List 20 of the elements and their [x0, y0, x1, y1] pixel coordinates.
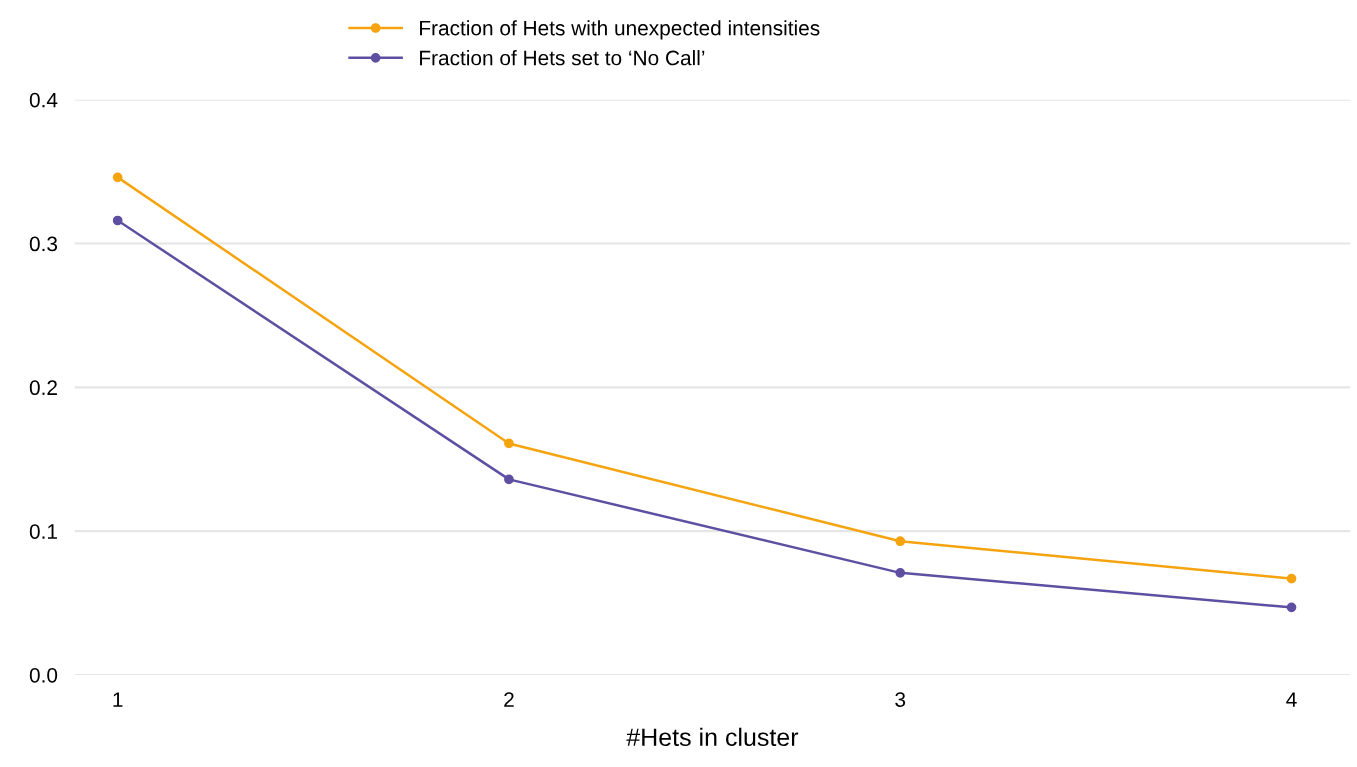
x-tick-label: 3 — [895, 692, 906, 707]
y-tick-label: 0.3 — [29, 236, 58, 252]
x-axis-title: #Hets in cluster — [626, 727, 799, 747]
y-tick-label: 0.0 — [29, 667, 58, 683]
y-tick-label: 0.2 — [29, 380, 57, 396]
legend-label: Fraction of Hets with unexpected intensities — [420, 20, 820, 40]
x-tick-label: 1 — [113, 692, 123, 707]
x-tick-label: 2 — [504, 692, 514, 707]
point — [112, 215, 123, 226]
point — [895, 567, 906, 578]
legend-label: Fraction of Hets set to ‘No Call’ — [420, 50, 705, 66]
point — [895, 536, 906, 547]
x-tick-label: 4 — [1286, 692, 1297, 707]
point — [504, 474, 514, 485]
y-tick-label: 0.4 — [29, 92, 58, 108]
y-tick-label: 0.1 — [29, 524, 57, 539]
point — [112, 172, 123, 183]
point — [504, 438, 514, 449]
point — [1286, 573, 1297, 584]
point — [1286, 602, 1297, 613]
